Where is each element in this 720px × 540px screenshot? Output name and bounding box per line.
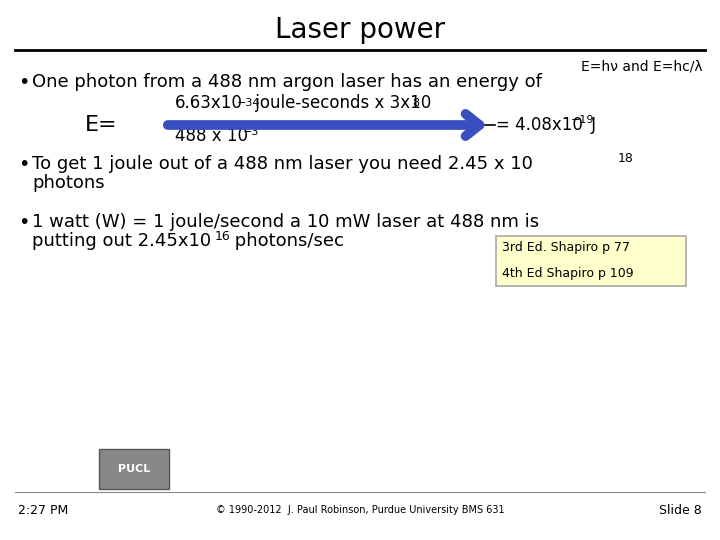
- Text: 2:27 PM: 2:27 PM: [18, 503, 68, 516]
- Text: −34: −34: [237, 98, 261, 108]
- FancyBboxPatch shape: [496, 236, 686, 286]
- Text: 16: 16: [215, 230, 230, 242]
- Text: © 1990-2012  J. Paul Robinson, Purdue University BMS 631: © 1990-2012 J. Paul Robinson, Purdue Uni…: [216, 505, 504, 515]
- Text: 488 x 10: 488 x 10: [175, 127, 248, 145]
- Text: 6.63x10: 6.63x10: [175, 94, 243, 112]
- Text: 3rd Ed. Shapiro p 77: 3rd Ed. Shapiro p 77: [502, 240, 630, 253]
- FancyBboxPatch shape: [99, 449, 169, 489]
- Text: 18: 18: [618, 152, 634, 165]
- Text: 1 watt (W) = 1 joule/second a 10 mW laser at 488 nm is: 1 watt (W) = 1 joule/second a 10 mW lase…: [32, 213, 539, 231]
- Text: E=hν and E=hc/λ: E=hν and E=hc/λ: [581, 60, 703, 74]
- Text: = 4.08x10: = 4.08x10: [496, 116, 583, 134]
- Text: Laser power: Laser power: [275, 16, 445, 44]
- Text: joule-seconds x 3x10: joule-seconds x 3x10: [250, 94, 431, 112]
- Text: Slide 8: Slide 8: [660, 503, 702, 516]
- Text: −3: −3: [243, 127, 259, 137]
- FancyArrowPatch shape: [168, 114, 480, 136]
- Text: •: •: [18, 72, 30, 91]
- Text: E=: E=: [85, 115, 117, 135]
- Text: photons/sec: photons/sec: [229, 232, 344, 250]
- Text: 8: 8: [412, 98, 419, 108]
- Text: PUCL: PUCL: [118, 464, 150, 474]
- Text: putting out 2.45x10: putting out 2.45x10: [32, 232, 211, 250]
- Text: −19: −19: [571, 115, 595, 125]
- Text: 4th Ed Shapiro p 109: 4th Ed Shapiro p 109: [502, 267, 634, 280]
- Text: J: J: [586, 116, 596, 134]
- Text: •: •: [18, 213, 30, 232]
- Text: •: •: [18, 154, 30, 173]
- Text: One photon from a 488 nm argon laser has an energy of: One photon from a 488 nm argon laser has…: [32, 73, 542, 91]
- Text: To get 1 joule out of a 488 nm laser you need 2.45 x 10: To get 1 joule out of a 488 nm laser you…: [32, 155, 533, 173]
- Text: photons: photons: [32, 174, 104, 192]
